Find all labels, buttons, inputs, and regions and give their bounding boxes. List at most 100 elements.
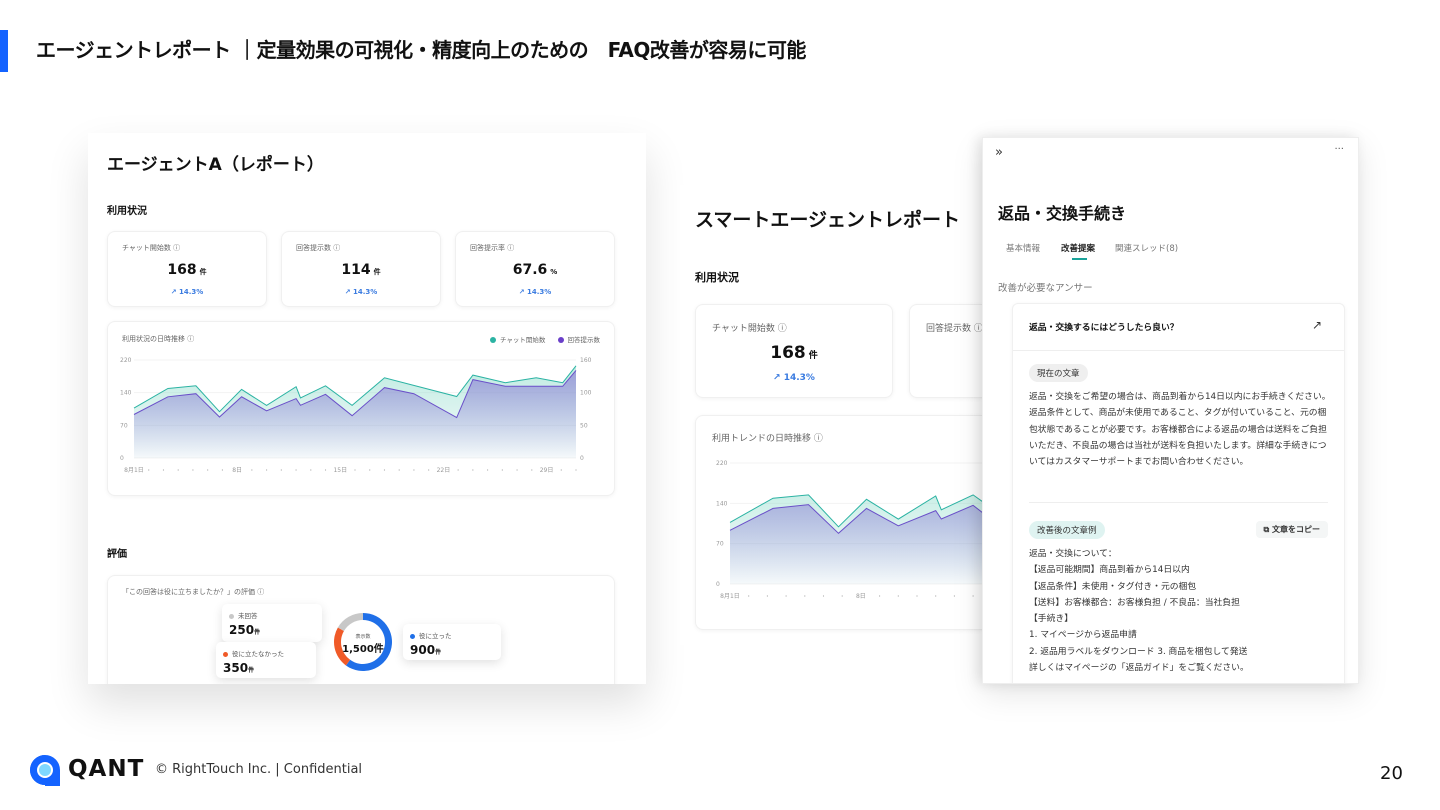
x-tick-label: 8月1日 <box>720 593 740 600</box>
x-tick-dot <box>413 469 415 471</box>
y-tick-left: 220 <box>716 460 728 467</box>
rating-title: 「この回答は役に立ちましたか？」の評価 ⓘ <box>122 588 265 596</box>
donut-slice-2 <box>337 613 363 631</box>
kpi-unit: 件 <box>373 268 381 276</box>
improved-text-line: 詳しくはマイページの「返品ガイド」をご覧ください。 <box>1029 663 1249 674</box>
x-tick-dot <box>162 469 165 471</box>
x-tick-label: 29日 <box>540 467 554 474</box>
chart-title: 利用トレンドの日時推移 ⓘ <box>712 434 823 444</box>
improved-text-line: 2. 返品用ラベルをダウンロード 3. 商品を梱包して発送 <box>1029 646 1248 657</box>
donut-slice-1 <box>334 627 351 666</box>
x-tick-dot <box>935 595 937 597</box>
collapse-panel-icon[interactable]: » <box>995 145 1003 160</box>
kpi-card-chat-starts: チャット開始数 ⓘ 168 件 ↗ 14.3% <box>107 231 267 307</box>
y-tick-right: 50 <box>580 422 588 429</box>
kpi-number: 168 <box>770 343 806 363</box>
smart-agent-report-screenshot: スマートエージェントレポート 利用状況 チャット開始数 ⓘ 168 件 ↗ 14.… <box>680 185 982 645</box>
tab-related-threads[interactable]: 関連スレッド(8) <box>1115 244 1179 254</box>
x-tick-dot <box>266 469 268 471</box>
usage-heading: 利用状況 <box>695 271 739 284</box>
x-tick-dot <box>487 469 489 471</box>
tab-basic-info[interactable]: 基本情報 <box>1006 244 1041 254</box>
kpi-value: 168 件 <box>108 262 266 278</box>
kpi-value: 67.6% <box>456 262 614 278</box>
external-link-icon[interactable]: ↗ <box>1311 318 1322 332</box>
active-tab-indicator <box>1072 258 1087 260</box>
x-tick-dot <box>897 595 899 597</box>
y-tick-left: 0 <box>716 581 720 588</box>
x-tick-label: 8日 <box>856 593 866 600</box>
x-tick-dot <box>310 469 312 471</box>
kpi-number: 168 <box>167 262 197 278</box>
trend-up-icon: ↗ <box>773 373 784 383</box>
copy-icon: ⧉ <box>1263 525 1272 534</box>
x-tick-dot <box>516 469 518 471</box>
x-tick-label: 8日 <box>232 467 242 474</box>
x-tick-dot <box>972 595 974 597</box>
series-line-chat-starts <box>133 365 577 413</box>
trend-up-icon: ↗ <box>344 288 353 296</box>
trend-up-icon: ↗ <box>170 288 179 296</box>
current-text-label: 現在の文章 <box>1029 364 1088 382</box>
x-tick-dot <box>295 469 297 471</box>
series-line-answers <box>729 504 982 534</box>
kpi-label: チャット開始数 ⓘ <box>122 244 181 252</box>
x-tick-dot <box>457 469 459 471</box>
legend-dot-teal <box>489 337 496 343</box>
y-tick-left: 70 <box>716 541 724 548</box>
x-tick-dot <box>428 469 430 471</box>
rating-popup-not-helpful: 役に立たなかった 350件 <box>216 642 316 678</box>
kpi-delta: ↗ 14.3% <box>518 288 552 296</box>
x-tick-label: 22日 <box>437 467 451 474</box>
panel-title: 返品・交換手続き <box>998 204 1127 223</box>
y-tick-left: 140 <box>120 390 132 397</box>
rating-popup-unanswered: 未回答 250件 <box>222 604 322 642</box>
divider <box>1013 350 1344 351</box>
copy-text-button[interactable]: ⧉ 文章をコピー <box>1255 521 1328 538</box>
kpi-delta: ↗ 14.3% <box>170 288 204 296</box>
x-tick-label: 8月1日 <box>124 467 144 474</box>
x-tick-dot <box>354 469 356 471</box>
more-options-icon[interactable]: ··· <box>1334 144 1344 155</box>
x-tick-dot <box>841 595 843 597</box>
kpi-label: 回答提示数 ⓘ <box>296 244 341 252</box>
kpi-card-answer-rate: 回答提示率 ⓘ 67.6% ↗ 14.3% <box>455 231 615 307</box>
x-tick-dot <box>953 595 955 597</box>
page-number: 20 <box>1380 763 1403 784</box>
x-tick-dot <box>531 469 533 471</box>
series-line-chat-starts <box>729 494 982 528</box>
kpi-card-answers: 回答提示数 ⓘ <box>909 304 982 398</box>
kpi-unit: 件 <box>199 268 207 276</box>
kpi-number: 67.6 <box>512 262 548 278</box>
x-tick-dot <box>916 595 918 597</box>
chart-legend: チャット開始数 回答提示数 <box>489 334 600 344</box>
answer-card: 返品・交換するにはどうしたら良い？ ↗ 現在の文章 返品・交換をご希望の場合は、… <box>1012 303 1345 683</box>
kpi-unit: % <box>550 268 558 276</box>
donut-slice-0 <box>345 613 392 671</box>
chart-title: 利用状況の日時推移 ⓘ <box>122 335 195 343</box>
footer-copyright: © RightTouch Inc. | Confidential <box>155 762 363 777</box>
report-title: スマートエージェントレポート <box>695 209 961 231</box>
x-tick-dot <box>575 469 577 471</box>
kpi-card-chat-starts: チャット開始数 ⓘ 168 件 ↗ 14.3% <box>695 304 893 398</box>
trend-up-icon: ↗ <box>518 288 527 296</box>
x-tick-dot <box>221 469 223 471</box>
x-tick-dot <box>207 469 209 471</box>
x-tick-dot <box>748 595 750 597</box>
title-accent-bar <box>0 30 8 72</box>
x-tick-dot <box>177 469 179 471</box>
rating-heading: 評価 <box>107 549 127 560</box>
improved-text-line: 【手続き】 <box>1029 614 1073 625</box>
x-tick-dot <box>785 595 787 597</box>
y-tick-left: 0 <box>120 455 124 462</box>
improved-text-label: 改善後の文章例 <box>1029 521 1105 539</box>
legend-dot-blue <box>410 633 415 639</box>
kpi-label: チャット開始数 ⓘ <box>712 324 787 334</box>
divider <box>1029 502 1328 503</box>
series-area-answers <box>134 370 576 458</box>
kpi-label: 回答提示率 ⓘ <box>470 244 515 252</box>
rating-donut-chart <box>334 613 392 671</box>
rating-card: 「この回答は役に立ちましたか？」の評価 ⓘ 表示数 1,500件 未回答 250… <box>107 575 615 684</box>
tab-improvement[interactable]: 改善提案 <box>1061 244 1096 254</box>
